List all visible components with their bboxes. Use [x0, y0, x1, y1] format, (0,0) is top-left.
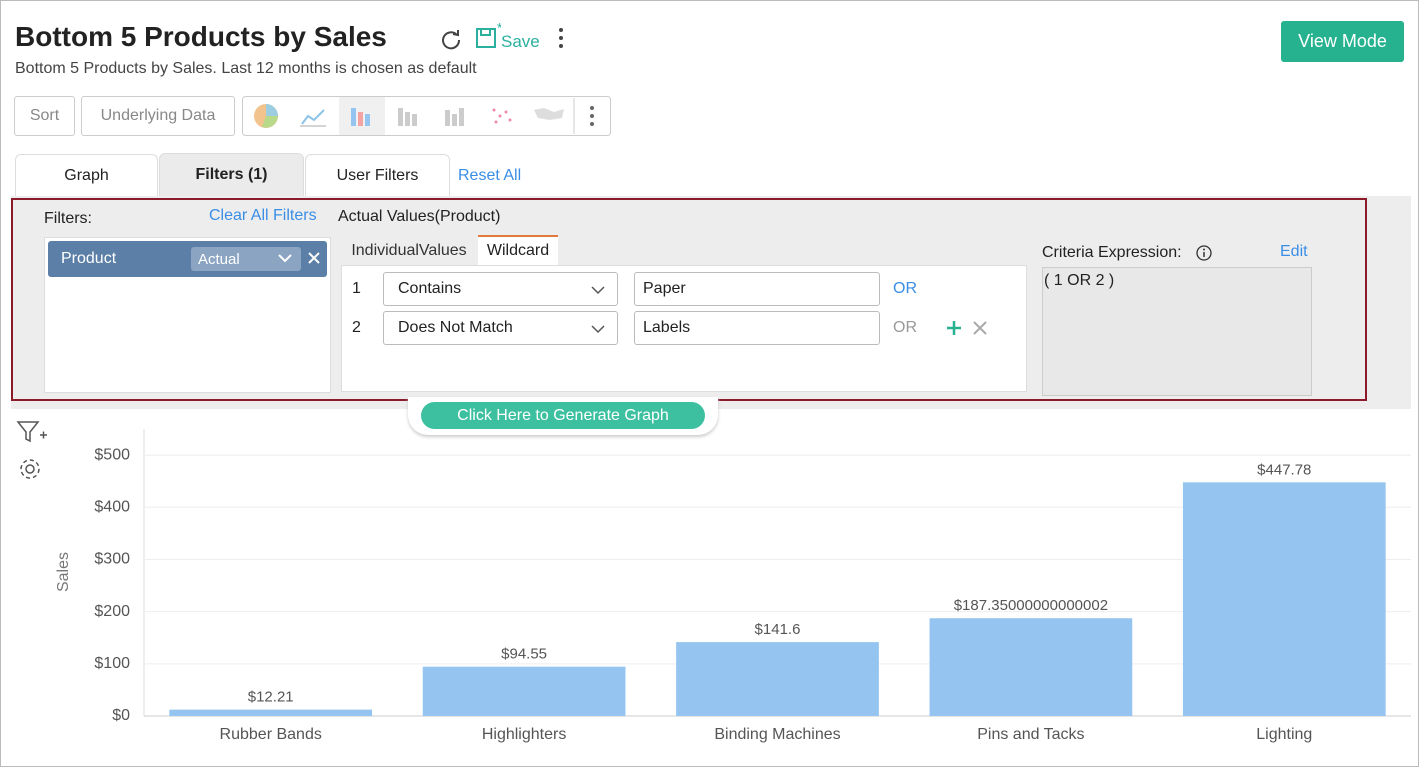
y-tick-label: $300 — [94, 551, 130, 568]
join-operator[interactable]: OR — [893, 280, 917, 297]
x-tick-label: Rubber Bands — [220, 726, 322, 743]
y-tick-label: $100 — [94, 655, 130, 672]
aggregation-label: Actual — [198, 251, 240, 268]
user-filters-tab[interactable]: User Filters — [305, 154, 450, 196]
value-label: $187.35000000000002 — [954, 597, 1108, 614]
svg-text:*: * — [497, 23, 501, 36]
value-label: $141.6 — [755, 621, 801, 638]
refresh-icon[interactable] — [439, 27, 463, 51]
criteria-expression: ( 1 OR 2 ) — [1044, 272, 1115, 289]
operator-dropdown[interactable]: Contains — [383, 272, 618, 306]
bar — [676, 642, 879, 716]
chip-icons[interactable] — [277, 251, 323, 267]
sort-button[interactable]: Sort — [14, 96, 75, 136]
y-tick-label: $500 — [94, 446, 130, 463]
report-title: Bottom 5 Products by Sales — [15, 21, 387, 52]
y-tick-label: $200 — [94, 603, 130, 620]
x-tick-label: Highlighters — [482, 726, 566, 743]
join-operator[interactable]: OR — [893, 319, 917, 336]
criteria-box — [1042, 267, 1312, 396]
subtitle: Bottom 5 Products by Sales. Last 12 mont… — [15, 60, 477, 77]
filters-tab[interactable]: Filters (1) — [159, 153, 304, 196]
criteria-label: Criteria Expression: — [1042, 244, 1182, 261]
section-title: Actual Values(Product) — [338, 208, 501, 225]
x-tick-label: Pins and Tacks — [977, 726, 1084, 743]
save-icon[interactable]: * — [475, 23, 501, 51]
chevron — [591, 286, 605, 295]
operator-dropdown[interactable]: Does Not Match — [383, 311, 618, 345]
bar — [422, 666, 626, 716]
graph-tab[interactable]: Graph — [15, 154, 158, 196]
row-number: 1 — [352, 280, 361, 297]
side-icons[interactable] — [16, 419, 48, 485]
edit-link[interactable]: Edit — [1280, 243, 1308, 260]
view-mode-button[interactable]: View Mode — [1281, 21, 1404, 62]
value-input[interactable]: Labels — [634, 311, 880, 345]
y-tick-label: $400 — [94, 498, 130, 515]
wildcard-tab[interactable]: Wildcard — [478, 235, 558, 265]
info-icon[interactable] — [1195, 244, 1213, 262]
product-label: Product — [61, 250, 117, 267]
x-tick-label: Binding Machines — [714, 726, 840, 743]
chevron — [591, 325, 605, 334]
bar — [929, 618, 1133, 716]
underlying-data-button[interactable]: Underlying Data — [81, 96, 235, 136]
value-label: $447.78 — [1257, 461, 1311, 478]
generate-graph-button[interactable]: Click Here to Generate Graph — [421, 402, 705, 429]
row-number: 2 — [352, 319, 361, 336]
more-icon[interactable] — [555, 26, 567, 50]
y-axis-label: Sales — [55, 552, 72, 592]
clear-all-filters-link[interactable]: Clear All Filters — [209, 207, 317, 224]
value-label: $94.55 — [501, 646, 547, 663]
value-input[interactable]: Paper — [634, 272, 880, 306]
filters-label: Filters: — [44, 210, 92, 227]
row-actions[interactable] — [943, 319, 993, 339]
chart-type-toolbar[interactable] — [242, 96, 612, 136]
y-tick-label: $0 — [112, 707, 130, 724]
x-tick-label: Lighting — [1256, 726, 1312, 743]
reset-all-link[interactable]: Reset All — [458, 167, 522, 184]
individual-values-tab[interactable]: IndividualValues — [351, 242, 467, 259]
value-label: $12.21 — [248, 689, 294, 706]
bar — [1182, 482, 1386, 716]
bar — [169, 709, 373, 716]
save-button[interactable]: Save — [501, 32, 540, 51]
